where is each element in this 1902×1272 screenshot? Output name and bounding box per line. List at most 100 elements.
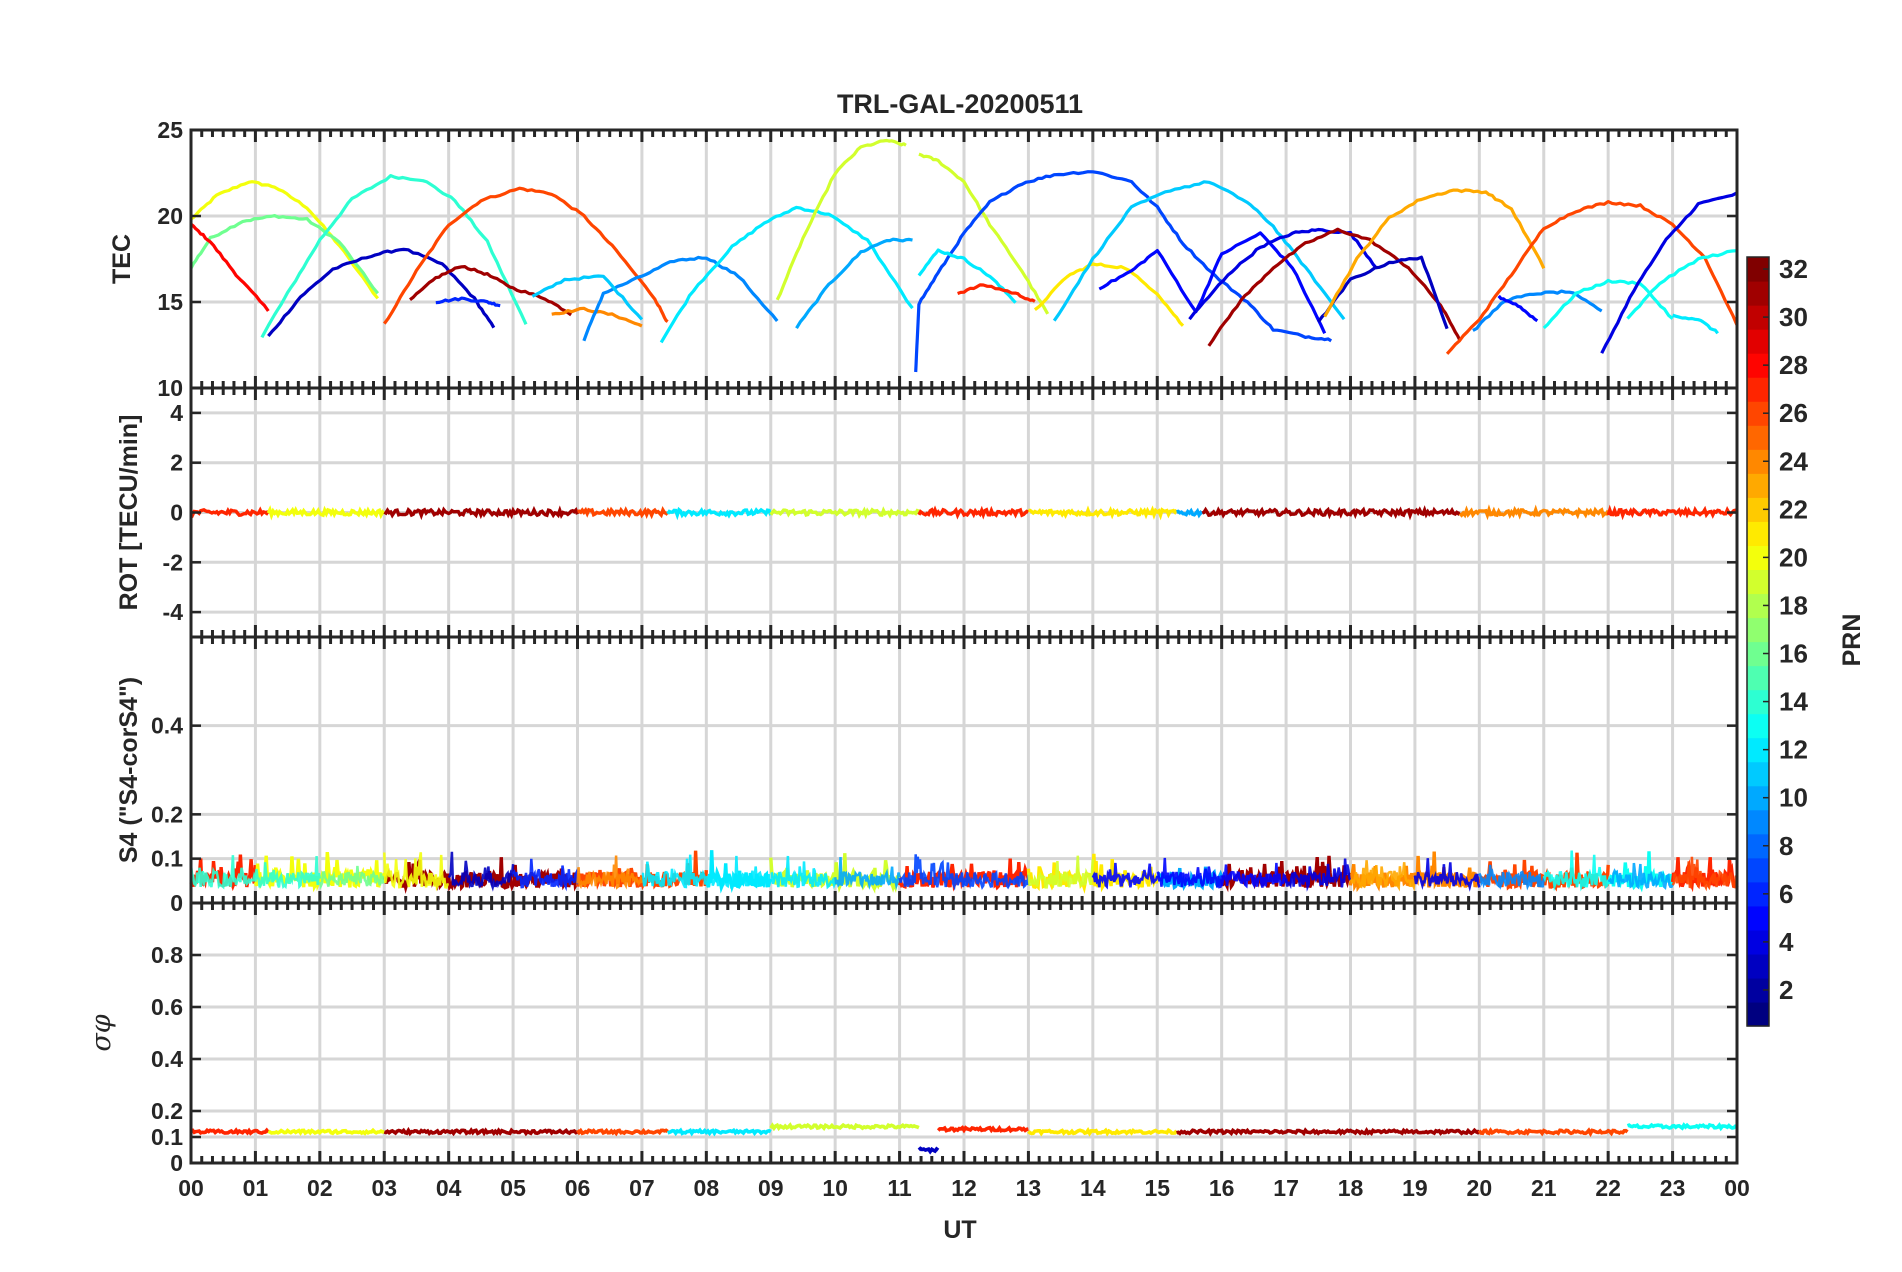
colorbar-tick-label: 6 bbox=[1779, 879, 1793, 909]
y-tick-label: 0.4 bbox=[151, 1046, 183, 1072]
y-axis-label: S4 ("S4-corS4") bbox=[115, 677, 143, 863]
s4-line-hour-15 bbox=[1156, 857, 1223, 889]
colorbar-tick-label: 26 bbox=[1779, 398, 1808, 428]
s4-line-hour-2 bbox=[318, 865, 386, 890]
colorbar-tick-label: 18 bbox=[1779, 590, 1808, 620]
colorbar-tick-label: 4 bbox=[1779, 927, 1794, 957]
colorbar-swatch-5 bbox=[1747, 905, 1769, 931]
y-tick-label: 0 bbox=[170, 890, 183, 916]
rot-line-prn-24 bbox=[1458, 504, 1610, 521]
x-tick-label: 13 bbox=[1016, 1175, 1042, 1201]
colorbar-tick-label: 8 bbox=[1779, 831, 1793, 861]
y-tick-label: 0 bbox=[170, 500, 183, 526]
s4-line-hour-23 bbox=[1671, 856, 1739, 892]
x-tick-label: 07 bbox=[629, 1175, 655, 1201]
colorbar-swatch-29 bbox=[1747, 329, 1769, 354]
x-tick-label: 08 bbox=[694, 1175, 720, 1201]
chart-title: TRL-GAL-20200511 bbox=[837, 89, 1083, 119]
rot-line-prn-27 bbox=[917, 505, 1029, 520]
sigma-line-prn-27 bbox=[936, 1124, 1029, 1134]
colorbar-tick-label: 30 bbox=[1779, 302, 1808, 332]
tec-line-prn-9 bbox=[1472, 289, 1603, 332]
colorbar-tick-label: 12 bbox=[1779, 735, 1808, 765]
s4-line-hour-20 bbox=[1478, 859, 1546, 891]
x-tick-label: 00 bbox=[178, 1175, 204, 1201]
colorbar-swatch-2 bbox=[1747, 977, 1769, 1003]
sigma-line-prn-26 bbox=[1477, 1127, 1629, 1138]
rot-line-prn-31 bbox=[383, 505, 580, 521]
y-tick-label: 0.2 bbox=[151, 801, 183, 827]
s4-line-hour-2 bbox=[318, 851, 386, 889]
colorbar-swatch-9 bbox=[1747, 809, 1769, 835]
rot-line-prn-12 bbox=[666, 506, 773, 521]
sigma-line-prn-12 bbox=[667, 1127, 772, 1137]
s4-line-hour-17 bbox=[1284, 858, 1352, 892]
x-tick-label: 00 bbox=[1724, 1175, 1750, 1201]
y-tick-label: -2 bbox=[163, 549, 183, 575]
x-tick-label: 16 bbox=[1209, 1175, 1235, 1201]
x-tick-label: 15 bbox=[1144, 1175, 1170, 1201]
y-axis-label: ROT [TECU/min] bbox=[115, 415, 143, 611]
tec-line-prn-26 bbox=[1445, 200, 1737, 355]
tec-line-prn-20 bbox=[191, 180, 380, 300]
x-tick-label: 10 bbox=[822, 1175, 848, 1201]
sigma-line-prn-3 bbox=[917, 1146, 940, 1155]
x-axis-label: UT bbox=[943, 1216, 976, 1244]
colorbar-label: PRN bbox=[1838, 614, 1866, 667]
sigma-line-prn-27 bbox=[190, 1127, 270, 1136]
y-tick-label: 10 bbox=[157, 375, 183, 401]
tec-line-prn-3 bbox=[1317, 255, 1449, 330]
x-tick-label: 17 bbox=[1273, 1175, 1299, 1201]
tec-line-prn-13 bbox=[1542, 278, 1674, 330]
y-tick-label: 0.2 bbox=[151, 1098, 183, 1124]
colorbar-swatch-15 bbox=[1747, 665, 1769, 691]
sigma-series bbox=[190, 1122, 1738, 1155]
tec-line-prn-16 bbox=[191, 214, 380, 295]
tec-line-prn-19 bbox=[918, 152, 1050, 315]
s4-line-hour-5 bbox=[512, 858, 579, 892]
y-tick-label: 15 bbox=[157, 289, 183, 315]
rot-line-prn-20 bbox=[266, 505, 386, 521]
x-tick-label: 21 bbox=[1531, 1175, 1557, 1201]
panel-s4: 0 0.1 0.2 0.4 S4 ("S4-corS4") bbox=[115, 635, 1739, 916]
colorbar-swatch-28 bbox=[1747, 353, 1769, 378]
x-tick-label: 05 bbox=[500, 1175, 526, 1201]
s4-line-hour-8 bbox=[705, 855, 772, 890]
colorbar-tick-label: 14 bbox=[1779, 687, 1808, 717]
s4-line-hour-19 bbox=[1413, 858, 1481, 892]
x-tick-label: 12 bbox=[951, 1175, 977, 1201]
s4-line-hour-3 bbox=[383, 852, 450, 892]
s4-line-hour-14 bbox=[1091, 853, 1159, 893]
s4-line-hour-20 bbox=[1478, 864, 1546, 891]
s4-line-hour-18 bbox=[1349, 860, 1417, 892]
s4-line-hour-21 bbox=[1542, 850, 1610, 892]
colorbar-swatch-12 bbox=[1747, 737, 1769, 763]
s4-line-hour-6 bbox=[576, 855, 644, 890]
y-tick-label: 0.1 bbox=[151, 846, 183, 872]
rot-line-prn-26 bbox=[577, 506, 669, 520]
x-tick-label: 19 bbox=[1402, 1175, 1428, 1201]
s4-line-hour-17 bbox=[1284, 855, 1353, 890]
colorbar-swatch-14 bbox=[1747, 689, 1769, 715]
y-tick-label: 4 bbox=[170, 400, 183, 426]
s4-line-hour-12 bbox=[962, 869, 1030, 891]
tec-line-prn-31 bbox=[1207, 227, 1462, 347]
colorbar-swatch-24 bbox=[1747, 449, 1769, 474]
s4-series bbox=[189, 850, 1739, 894]
x-tick-label: 23 bbox=[1660, 1175, 1686, 1201]
colorbar-swatch-25 bbox=[1747, 425, 1769, 450]
colorbar-swatch-20 bbox=[1747, 545, 1769, 571]
tec-line-prn-3 bbox=[267, 247, 496, 338]
sigma-line-prn-31 bbox=[383, 1126, 579, 1137]
y-tick-label: 25 bbox=[157, 117, 183, 143]
x-tick-label: 09 bbox=[758, 1175, 784, 1201]
panel-rot: -4 -2 0 2 4 ROT [TECU/min] bbox=[115, 386, 1739, 639]
colorbar-swatch-7 bbox=[1747, 857, 1769, 883]
y-tick-label: 0 bbox=[170, 1150, 183, 1176]
colorbar-swatch-10 bbox=[1747, 785, 1769, 811]
s4-line-hour-11 bbox=[898, 854, 966, 891]
colorbar-swatch-8 bbox=[1747, 833, 1769, 859]
colorbar-tick-label: 2 bbox=[1779, 975, 1793, 1005]
s4-line-hour-18 bbox=[1348, 863, 1417, 893]
